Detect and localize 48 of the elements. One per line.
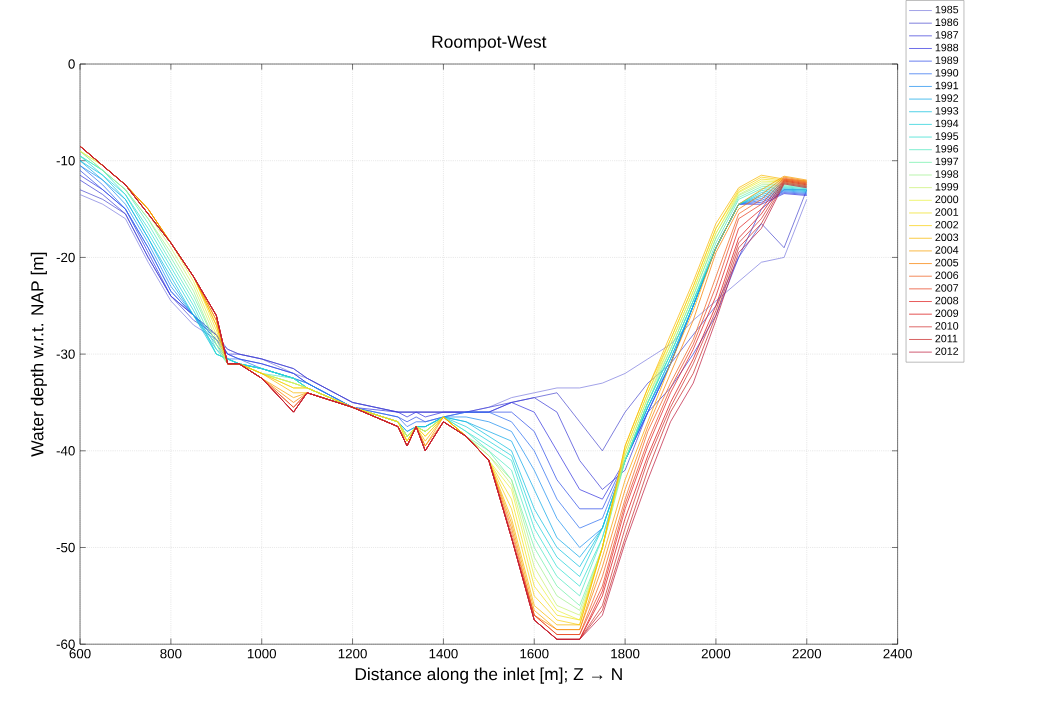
y-tick-label: -40 xyxy=(56,446,75,456)
y-tick-label: -10 xyxy=(56,156,75,166)
y-axis-title: Water depth w.r.t. NAP [m] xyxy=(30,252,47,457)
y-tick-label: -60 xyxy=(56,639,75,650)
legend-label: 1996 xyxy=(935,145,959,153)
legend-label: 2010 xyxy=(935,322,959,330)
legend-label: 2001 xyxy=(935,208,959,216)
legend-label: 1995 xyxy=(935,132,959,141)
legend-label: 2012 xyxy=(935,347,959,356)
legend-label: 1998 xyxy=(935,170,959,179)
x-tick-label: 2400 xyxy=(883,649,912,659)
legend-label: 1992 xyxy=(935,94,959,103)
x-axis-title: Distance along the inlet [m]; Z → N xyxy=(355,667,622,684)
legend-label: 1993 xyxy=(935,107,959,115)
legend-label: 1988 xyxy=(935,43,959,52)
legend-label: 2007 xyxy=(935,284,959,292)
y-tick-label: -20 xyxy=(56,252,75,263)
legend-label: 2006 xyxy=(935,271,959,280)
legend-label: 1989 xyxy=(935,56,959,65)
legend-label: 1985 xyxy=(935,6,959,14)
x-tick-label: 1000 xyxy=(247,649,277,659)
legend-label: 2008 xyxy=(935,297,959,305)
y-tick-label: -50 xyxy=(56,543,75,553)
legend-label: 2003 xyxy=(935,233,959,242)
legend-label: 1997 xyxy=(935,157,959,166)
x-tick-label: 1400 xyxy=(429,649,458,659)
x-tick-label: 1600 xyxy=(520,649,549,659)
x-tick-label: 1800 xyxy=(611,649,640,659)
y-tick-label: -30 xyxy=(56,349,75,360)
chart-title: Roompot-West xyxy=(432,36,547,52)
legend-label: 1991 xyxy=(935,81,959,90)
legend-label: 1999 xyxy=(935,183,959,191)
legend-label: 2004 xyxy=(935,246,959,254)
legend-label: 1994 xyxy=(935,119,959,128)
legend-label: 2009 xyxy=(935,309,959,318)
legend-label: 2005 xyxy=(935,259,959,267)
legend-label: 2002 xyxy=(935,221,959,229)
x-tick-label: 2200 xyxy=(792,649,822,659)
x-tick-label: 1200 xyxy=(338,649,367,659)
x-tick-label: 600 xyxy=(69,649,91,659)
legend-label: 1987 xyxy=(935,31,959,39)
legend-label: 1986 xyxy=(935,18,959,27)
x-tick-label: 2000 xyxy=(701,649,731,659)
y-tick-label: 0 xyxy=(68,59,75,69)
legend-label: 2000 xyxy=(935,195,959,204)
legend-label: 2011 xyxy=(935,334,958,343)
x-tick-label: 800 xyxy=(160,649,182,659)
legend-label: 1990 xyxy=(935,69,959,77)
